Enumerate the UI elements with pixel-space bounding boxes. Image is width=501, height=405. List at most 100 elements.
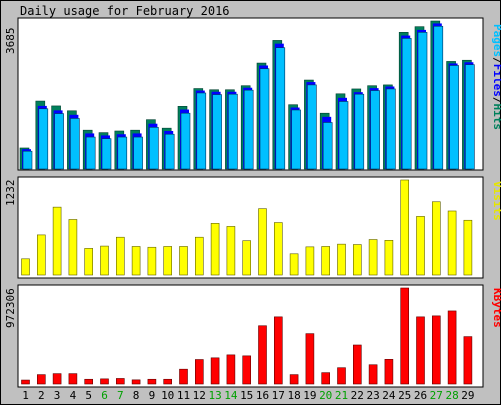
- day-labels: 1 2 3 4 5 6 7 8 9 10 11 12 13 14 15 16 17 18 19 20 21 22 23 24 2…: [22, 389, 474, 402]
- pages-bar-day-10: [164, 133, 175, 170]
- kbytes-bar-day-2: [36, 374, 46, 385]
- kbytes-bar-day-10: [163, 378, 172, 385]
- day-label-13: 13: [208, 389, 221, 402]
- visits-bar-day-15: [242, 240, 251, 276]
- pages-bar-day-5: [85, 136, 96, 170]
- kbytes-bar-day-22: [352, 344, 362, 385]
- visits-bar-day-12: [195, 236, 204, 276]
- pages-bar-day-20: [322, 122, 333, 170]
- day-label-3: 3: [54, 389, 61, 402]
- visits-bar-day-20: [321, 246, 331, 276]
- day-label-5: 5: [85, 389, 92, 402]
- pages-bar-day-3: [54, 113, 64, 170]
- day-label-8: 8: [133, 389, 140, 402]
- day-label-21: 21: [335, 389, 348, 402]
- day-label-29: 29: [461, 389, 474, 402]
- pages-bar-day-18: [291, 109, 301, 170]
- kbytes-bar-day-27: [431, 315, 441, 385]
- visits-bar-day-6: [100, 245, 109, 276]
- kbytes-bar-day-9: [147, 378, 157, 385]
- day-label-17: 17: [272, 389, 285, 402]
- kbytes-bar-day-7: [116, 378, 125, 385]
- kbytes-axis-label: KBytes: [491, 288, 501, 328]
- pages-bar-day-7: [117, 136, 128, 170]
- pages-bar-day-21: [338, 101, 349, 170]
- kbytes-bar-day-18: [289, 374, 299, 385]
- pages-label: Pages: [491, 24, 501, 57]
- visits-bar-day-3: [52, 206, 62, 276]
- kbytes-bar-day-3: [52, 373, 62, 385]
- kbytes-bar-day-1: [21, 379, 30, 385]
- hits-label: Hits: [491, 104, 501, 131]
- visits-bar-day-1: [21, 258, 30, 276]
- visits-bar-day-19: [305, 246, 315, 276]
- day-label-24: 24: [382, 389, 396, 402]
- day-label-23: 23: [366, 389, 379, 402]
- pages-bar-day-1: [22, 150, 33, 170]
- visits-bar-day-24: [384, 240, 394, 276]
- day-label-12: 12: [193, 389, 206, 402]
- visits-bar-day-21: [337, 243, 346, 276]
- pages-bar-day-28: [449, 65, 459, 170]
- day-label-19: 19: [303, 389, 316, 402]
- day-label-25: 25: [398, 389, 411, 402]
- pages-bar-day-4: [70, 118, 80, 170]
- visits-bar-day-5: [84, 248, 93, 276]
- day-label-15: 15: [240, 389, 253, 402]
- pages-bar-day-25: [401, 38, 412, 170]
- pages-bar-day-29: [465, 64, 475, 170]
- visits-bar-day-10: [163, 246, 172, 276]
- kbytes-bar-day-17: [273, 316, 283, 385]
- day-label-14: 14: [224, 389, 238, 402]
- visits-bars: [21, 179, 473, 276]
- visits-bar-day-11: [179, 246, 188, 276]
- day-label-6: 6: [101, 389, 108, 402]
- kbytes-bar-day-8: [131, 379, 141, 385]
- visits-bar-day-7: [116, 236, 125, 276]
- day-label-11: 11: [177, 389, 190, 402]
- files-label: Files: [491, 64, 501, 97]
- kbytes-max-label: 972306: [4, 288, 17, 328]
- visits-bar-day-26: [416, 216, 425, 276]
- day-label-20: 20: [319, 389, 332, 402]
- kbytes-bar-day-20: [321, 372, 331, 385]
- kbytes-bar-day-11: [179, 368, 188, 385]
- pages-bar-day-13: [212, 94, 222, 170]
- kbytes-bar-day-19: [305, 333, 315, 385]
- kbytes-bar-day-15: [242, 355, 251, 385]
- chart-title: Daily usage for February 2016: [20, 4, 230, 18]
- visits-bar-day-9: [147, 246, 157, 276]
- visits-axis-label: Visits: [491, 181, 501, 221]
- pages-bar-day-9: [149, 127, 159, 170]
- visits-bar-day-13: [210, 223, 220, 276]
- day-label-16: 16: [256, 389, 269, 402]
- pages-bar-day-14: [228, 93, 238, 170]
- kbytes-bars: [21, 287, 473, 385]
- kbytes-bar-day-29: [463, 336, 473, 385]
- visits-bar-day-25: [400, 179, 410, 276]
- kbytes-bar-day-13: [210, 357, 220, 385]
- pages-bar-day-26: [417, 32, 428, 170]
- pages-bar-day-11: [180, 112, 191, 170]
- hits-max-label: 3685: [4, 28, 17, 55]
- visits-bar-day-8: [131, 246, 141, 276]
- visits-bar-day-4: [68, 219, 78, 276]
- pages-bar-day-8: [133, 136, 143, 170]
- pages-bar-day-27: [433, 25, 444, 170]
- visits-bar-day-17: [273, 222, 283, 276]
- kbytes-bar-day-6: [100, 378, 109, 385]
- pages-bar-day-6: [101, 138, 112, 170]
- day-label-1: 1: [22, 389, 29, 402]
- kbytes-bar-day-23: [368, 364, 378, 385]
- kbytes-bar-day-28: [447, 310, 457, 385]
- visits-bar-day-14: [226, 226, 236, 276]
- visits-bar-day-27: [431, 201, 441, 276]
- sep-label-1: /: [491, 57, 501, 64]
- kbytes-bar-day-16: [258, 325, 267, 385]
- day-label-7: 7: [117, 389, 124, 402]
- kbytes-bar-day-24: [384, 359, 394, 385]
- kbytes-bar-day-26: [416, 316, 425, 385]
- kbytes-bar-day-14: [226, 354, 236, 385]
- visits-bar-day-18: [289, 253, 299, 276]
